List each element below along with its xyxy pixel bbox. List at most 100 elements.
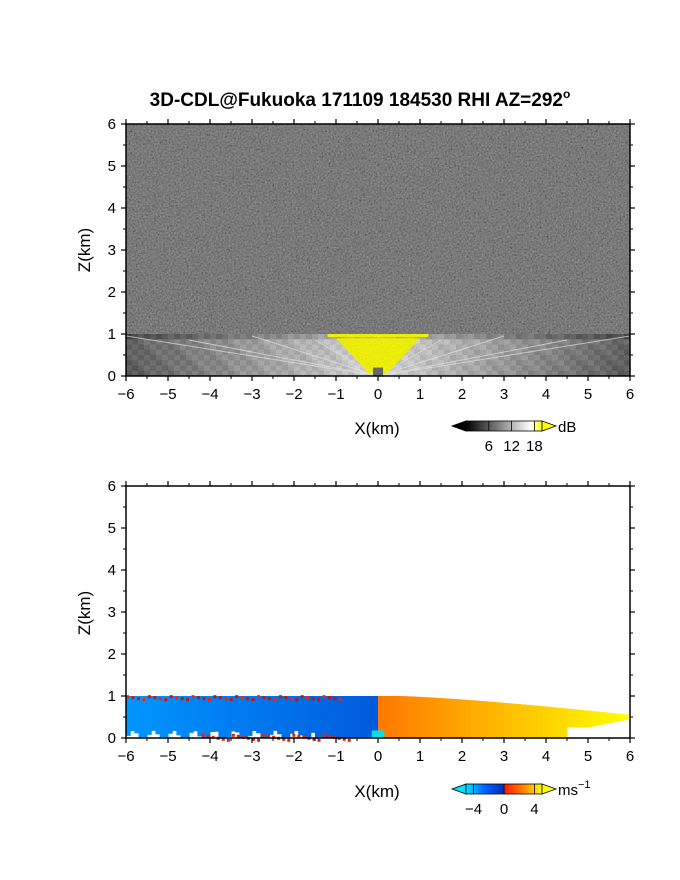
vel-echo-column <box>298 696 303 736</box>
vel-echo-column <box>239 696 245 738</box>
vel-noise-speckle <box>153 696 157 700</box>
snr-ylabel: Z(km) <box>75 228 94 272</box>
vel-echo-column <box>470 700 476 738</box>
vel-cb-tick-label: 4 <box>530 801 538 818</box>
vel-echo-column <box>386 696 392 738</box>
vel-echo-column <box>462 699 467 738</box>
vel-echo-column <box>588 710 593 728</box>
vel-echo-column <box>210 696 215 733</box>
vel-echo-column <box>558 707 564 738</box>
vel-echo-column <box>323 696 329 738</box>
vel-echo-column <box>449 698 455 738</box>
vel-xtick-label: 6 <box>626 748 634 765</box>
vel-noise-speckle <box>196 696 200 700</box>
vel-echo-column <box>268 696 274 735</box>
vel-echo-column <box>399 696 404 738</box>
vel-surface-speckle <box>292 733 296 737</box>
vel-echo-column <box>218 696 224 738</box>
vel-echo-column <box>378 696 383 738</box>
vel-echo-column <box>394 696 400 738</box>
vel-echo-column <box>625 714 631 720</box>
vel-xtick-label: −6 <box>117 748 134 765</box>
vel-echo-column <box>336 696 341 738</box>
vel-echo-column <box>445 698 450 738</box>
vel-echo-column <box>457 699 463 738</box>
vel-surface-speckle <box>252 737 255 741</box>
vel-echo-column <box>126 696 131 736</box>
vel-noise-speckle <box>267 697 271 701</box>
snr-xtick-label: −1 <box>327 386 344 403</box>
vel-echo-column <box>365 696 371 738</box>
vel-noise-speckle <box>311 697 315 701</box>
vel-echo-column <box>130 696 135 732</box>
title-text: 3D-CDL@Fukuoka 171109 184530 RHI AZ=292 <box>150 90 563 111</box>
vel-echo-column <box>327 696 333 738</box>
snr-y-ticks: 0 1 2 3 4 5 6 <box>108 116 635 385</box>
vel-ylabel: Z(km) <box>75 591 94 635</box>
vel-surface-speckle <box>347 738 351 742</box>
vel-echo-column <box>138 696 144 738</box>
vel-echo-column <box>600 712 606 725</box>
snr-colorbar-unit: dB <box>558 419 576 436</box>
vel-echo-column <box>281 696 287 738</box>
snr-xtick-label: −3 <box>243 386 260 403</box>
vel-surface-speckle <box>221 737 225 741</box>
vel-echo-column <box>550 707 555 738</box>
vel-colorbar-unit: ms−1 <box>558 779 591 799</box>
vel-echo-column <box>567 708 572 728</box>
snr-ytick-label: 6 <box>108 116 116 133</box>
vel-noise-speckle <box>257 695 261 699</box>
vel-noise-speckle <box>136 697 140 701</box>
vel-cb-tick-label: 0 <box>500 801 508 818</box>
snr-xtick-label: −2 <box>285 386 302 403</box>
vel-surface-speckle <box>317 738 321 742</box>
vel-ytick-label: 4 <box>108 562 116 579</box>
vel-origin-blob <box>371 730 385 738</box>
snr-blind-spot <box>372 367 384 376</box>
vel-echo-column <box>436 697 442 738</box>
vel-echo-column <box>579 709 585 728</box>
vel-echo-column <box>319 696 324 738</box>
vel-echo-column <box>495 702 501 738</box>
vel-noise-speckle <box>207 698 211 702</box>
vel-echo-column <box>491 701 497 738</box>
vel-echo-column <box>201 696 207 738</box>
vel-noise-speckle <box>284 696 288 700</box>
vel-xtick-label: 0 <box>374 748 382 765</box>
snr-colorbar-right-arrow <box>541 420 558 432</box>
vel-noise-speckle <box>317 698 321 702</box>
vel-echo-column <box>348 696 354 738</box>
vel-echo-column <box>483 701 488 738</box>
vel-echo-column <box>415 696 421 738</box>
vel-xtick-label: −3 <box>243 748 260 765</box>
vel-echo-column <box>583 710 589 728</box>
snr-colorbar-bar <box>465 420 543 432</box>
vel-xtick-label: 3 <box>500 748 508 765</box>
vel-noise-speckle <box>246 697 250 701</box>
vel-echo-column <box>592 711 597 727</box>
vel-echo-column <box>562 708 568 738</box>
vel-xtick-label: −5 <box>159 748 176 765</box>
vel-echo-column <box>315 696 320 738</box>
vel-echo-column <box>180 696 186 738</box>
vel-noise-speckle <box>322 695 326 699</box>
vel-echo-column <box>453 699 459 738</box>
snr-cb-tick-label: 6 <box>485 438 493 455</box>
vel-ytick-label: 2 <box>108 646 116 663</box>
vel-noise-speckle <box>338 698 342 702</box>
vel-echo-column <box>235 696 240 733</box>
snr-xlabel: X(km) <box>354 419 399 438</box>
vel-noise-speckle <box>240 696 244 700</box>
vel-y-ticks: 0 1 2 3 4 5 6 <box>108 478 635 747</box>
vel-echo-column <box>428 697 434 738</box>
vel-colorbar-ticks: −4 0 4 <box>465 784 539 818</box>
vel-colorbar-left-arrow <box>450 783 467 795</box>
velocity-echo-layer <box>126 695 631 742</box>
vel-echo-column <box>411 696 417 738</box>
vel-echo-column <box>508 703 513 738</box>
vel-echo-column <box>159 696 165 738</box>
vel-cb-tick-label: −4 <box>465 801 482 818</box>
snr-ytick-label: 1 <box>108 326 116 343</box>
vel-surface-speckle <box>226 738 230 742</box>
